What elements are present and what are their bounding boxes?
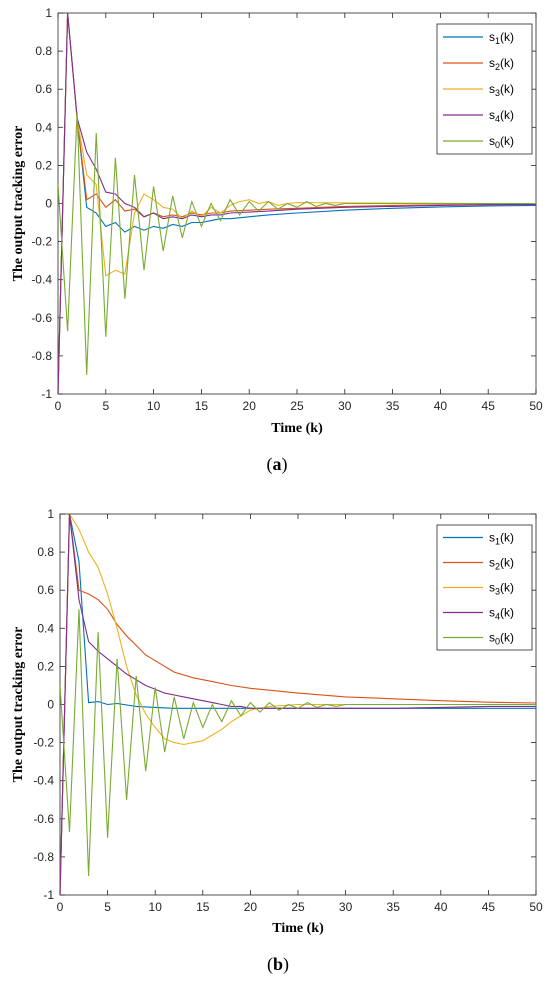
legend-label-s4: s4(k): [489, 108, 514, 124]
y-tick-label: 0.4: [35, 120, 52, 134]
legend-box: [436, 524, 533, 651]
y-tick-label: 0.2: [37, 659, 54, 673]
y-tick-label: -0.2: [33, 736, 54, 750]
legend-label-s3: s3(k): [489, 581, 514, 597]
y-tick-label: 1: [45, 6, 52, 20]
y-tick-label: -0.4: [31, 273, 52, 287]
y-tick-label: 0: [47, 698, 54, 712]
legend-label-s4: s4(k): [489, 606, 514, 622]
series-line-s0: [60, 609, 536, 877]
x-tick-label: 50: [529, 900, 543, 914]
chart-b: 0 5 10 15 20 25 30 35 40 45 50 -1 -0.8 -0.6 -0.4 -0.2 0 0…: [11, 507, 543, 975]
legend-label-s0: s0(k): [489, 134, 514, 150]
legend-label-s2: s2(k): [489, 556, 514, 572]
x-tick-label: 40: [434, 900, 448, 914]
legend: s1(k) s2(k) s3(k) s4(k) s0(k): [436, 524, 533, 651]
legend-label-s1: s1(k): [489, 30, 514, 46]
panel-caption: (b): [267, 954, 289, 975]
x-tick-label: 10: [149, 900, 163, 914]
series-line-s4: [58, 13, 536, 394]
x-tick-label: 20: [243, 399, 257, 413]
y-tick-label: -0.8: [33, 850, 54, 864]
y-tick-label: 0.8: [37, 545, 54, 559]
y-tick-label: -0.8: [31, 349, 52, 363]
legend-label-s1: s1(k): [489, 531, 514, 547]
x-tick-label: 5: [102, 399, 109, 413]
x-tick-label: 0: [57, 900, 64, 914]
x-axis-label: Time (k): [272, 921, 324, 936]
x-axis-label: Time (k): [271, 421, 323, 436]
legend-label-s2: s2(k): [489, 56, 514, 72]
y-tick-label: -0.6: [33, 812, 54, 826]
x-tick-label: 40: [434, 399, 448, 413]
y-axis-label: The output tracking error: [11, 627, 26, 783]
x-tick-label: 35: [387, 900, 401, 914]
series-line-s3: [60, 514, 536, 895]
series-line-s0: [58, 112, 536, 375]
x-tick-label: 10: [147, 399, 161, 413]
x-tick-label: 0: [55, 399, 62, 413]
y-tick-label: -0.2: [31, 235, 52, 249]
x-tick-label: 5: [104, 900, 111, 914]
y-tick-label: 1: [47, 507, 54, 521]
y-tick-label: 0.8: [35, 44, 52, 58]
legend: s1(k) s2(k) s3(k) s4(k) s0(k): [436, 23, 533, 155]
x-tick-label: 15: [196, 900, 210, 914]
y-tick-label: 0.6: [35, 82, 52, 96]
panel-caption: (a): [267, 454, 288, 475]
y-tick-label: 0.6: [37, 583, 54, 597]
y-tick-label: -1: [43, 888, 54, 902]
x-tick-label: 20: [244, 900, 258, 914]
x-tick-label: 30: [338, 399, 352, 413]
y-tick-label: 0: [45, 197, 52, 211]
x-tick-label: 50: [529, 399, 543, 413]
x-tick-label: 25: [290, 399, 304, 413]
x-tick-label: 45: [482, 399, 496, 413]
y-tick-label: -1: [41, 387, 52, 401]
y-tick-label: -0.4: [33, 774, 54, 788]
y-tick-label: -0.6: [31, 311, 52, 325]
y-axis-label: The output tracking error: [11, 126, 26, 282]
x-tick-label: 45: [482, 900, 496, 914]
x-tick-label: 35: [386, 399, 400, 413]
y-tick-label: 0.4: [37, 621, 54, 635]
x-tick-label: 15: [195, 399, 209, 413]
legend-label-s3: s3(k): [489, 82, 514, 98]
series-line-s2: [60, 514, 536, 895]
chart-a: 0 5 10 15 20 25 30 35 40 45 50 -1 -0.8 -0.6 -0.4 -0.2 0 0…: [11, 6, 543, 475]
x-tick-label: 25: [291, 900, 305, 914]
x-tick-label: 30: [339, 900, 353, 914]
series-line-s4: [60, 514, 536, 895]
y-tick-label: 0.2: [35, 158, 52, 172]
legend-label-s0: s0(k): [489, 631, 514, 647]
